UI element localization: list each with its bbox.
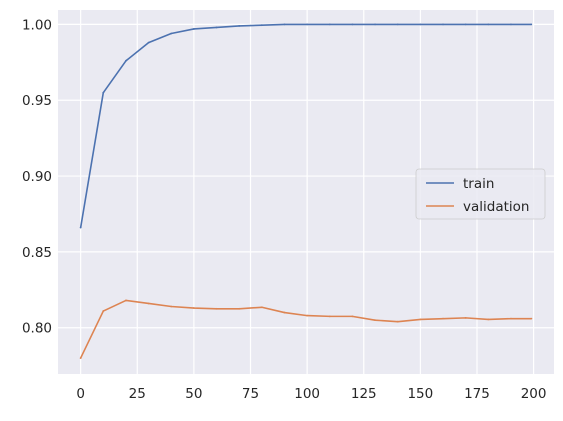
data-point-train xyxy=(283,23,286,26)
data-point-validation xyxy=(530,317,533,320)
legend-label-train: train xyxy=(463,176,494,192)
data-point-validation xyxy=(125,299,127,302)
data-point-train xyxy=(260,24,263,27)
data-point-train xyxy=(147,41,150,44)
data-point-train xyxy=(396,23,399,26)
data-point-validation xyxy=(238,307,241,310)
x-tick-label: 150 xyxy=(407,386,433,402)
legend-label-validation: validation xyxy=(463,199,529,215)
data-point-validation xyxy=(419,318,422,321)
data-point-train xyxy=(125,59,127,62)
x-tick-label: 0 xyxy=(76,386,85,402)
y-axis-ticks: 0.80 0.85 0.90 0.95 1.00 xyxy=(22,17,52,336)
series-lines xyxy=(79,23,533,359)
data-point-train xyxy=(238,25,241,27)
data-point-train xyxy=(306,23,309,26)
data-point-train xyxy=(328,23,331,26)
data-point-validation xyxy=(260,306,263,309)
data-point-train xyxy=(419,23,422,26)
data-point-train xyxy=(464,23,467,26)
data-point-validation xyxy=(306,314,309,317)
data-point-validation xyxy=(510,317,512,320)
data-point-train xyxy=(102,91,105,94)
data-point-validation xyxy=(464,316,467,319)
data-point-validation xyxy=(102,310,105,312)
data-point-validation xyxy=(215,307,218,310)
x-tick-label: 200 xyxy=(521,386,547,402)
data-point-train xyxy=(510,23,512,26)
x-axis-ticks: 0 25 50 75 100 125 150 175 200 xyxy=(76,386,546,402)
y-tick-label: 0.95 xyxy=(22,93,52,109)
data-point-validation xyxy=(192,307,195,309)
x-tick-label: 100 xyxy=(294,386,320,402)
x-tick-label: 25 xyxy=(129,386,146,402)
data-point-validation xyxy=(396,320,399,323)
data-point-train xyxy=(530,23,533,26)
data-point-validation xyxy=(351,315,354,318)
y-tick-label: 0.90 xyxy=(22,169,52,185)
data-point-validation xyxy=(442,317,444,320)
data-point-train xyxy=(170,32,173,35)
data-point-train xyxy=(351,23,354,26)
data-point-validation xyxy=(147,302,150,305)
y-tick-label: 0.85 xyxy=(22,245,52,261)
y-tick-label: 1.00 xyxy=(22,17,52,33)
data-point-validation xyxy=(170,305,173,308)
data-point-train xyxy=(374,23,376,26)
data-point-validation xyxy=(374,319,376,322)
x-tick-label: 175 xyxy=(464,386,490,402)
x-tick-label: 50 xyxy=(185,386,202,402)
x-tick-label: 125 xyxy=(351,386,377,402)
data-point-train xyxy=(79,226,82,229)
data-point-validation xyxy=(328,315,331,318)
data-point-train xyxy=(487,23,490,26)
data-point-train xyxy=(442,23,444,26)
x-tick-label: 75 xyxy=(242,386,259,402)
data-point-train xyxy=(192,28,195,30)
y-tick-label: 0.80 xyxy=(22,321,52,337)
data-point-validation xyxy=(283,311,286,314)
data-point-validation xyxy=(79,357,82,359)
data-point-train xyxy=(215,26,218,29)
data-point-validation xyxy=(487,318,490,321)
legend: train validation xyxy=(415,168,546,220)
